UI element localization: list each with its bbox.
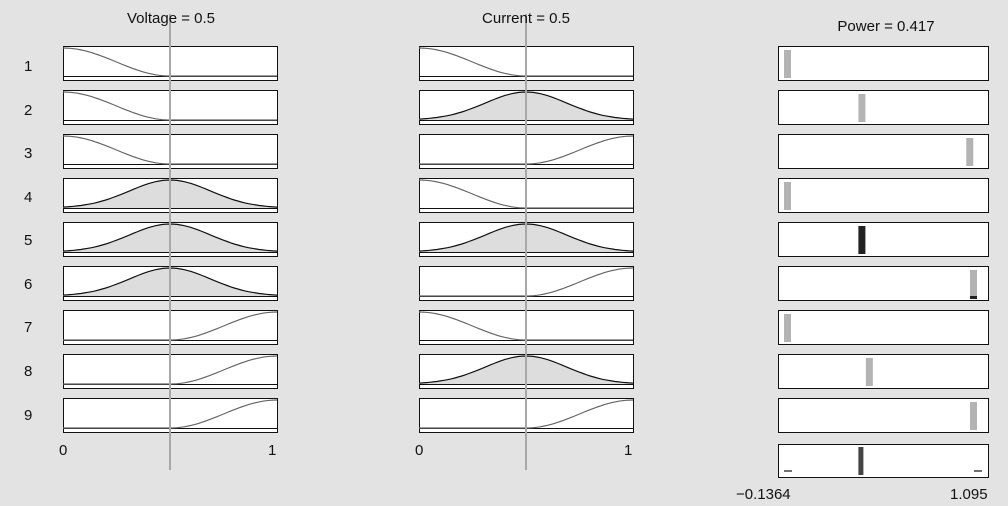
power-rule-4-panel xyxy=(778,178,989,213)
rule-number-3: 3 xyxy=(24,145,33,162)
power-rule-2-panel xyxy=(778,90,989,125)
power-rule-3-output-bar xyxy=(966,138,974,166)
current-axis-max: 1 xyxy=(624,442,633,459)
current-axis-min: 0 xyxy=(415,442,424,459)
power-axis-min: −0.1364 xyxy=(736,486,791,503)
rule-number-7: 7 xyxy=(24,319,33,336)
power-rule-1-output-bar xyxy=(784,50,791,78)
rule-number-9: 9 xyxy=(24,407,33,424)
rule-number-2: 2 xyxy=(24,102,33,119)
power-rule-4-output-bar xyxy=(784,182,791,210)
rule-number-5: 5 xyxy=(24,232,33,249)
power-rule-3-panel xyxy=(778,134,989,169)
power-rule-6-output-bar-base xyxy=(970,296,977,299)
power-rule-8-panel xyxy=(778,354,989,389)
voltage-axis-min: 0 xyxy=(59,442,68,459)
power-rule-9-output-bar xyxy=(970,402,977,430)
power-rule-9-panel xyxy=(778,398,989,433)
power-rule-5-output-bar xyxy=(858,226,866,254)
power-rule-6-panel xyxy=(778,266,989,301)
power-rule-7-panel xyxy=(778,310,989,345)
rule-number-8: 8 xyxy=(24,363,33,380)
power-rule-6-output-bar xyxy=(970,270,977,298)
current-column-title: Current = 0.5 xyxy=(482,10,570,27)
voltage-axis-max: 1 xyxy=(268,442,277,459)
power-rule-1-panel xyxy=(778,46,989,81)
power-rule-8-output-bar xyxy=(865,358,873,386)
rule-number-1: 1 xyxy=(24,58,33,75)
power-aggregate-output-line xyxy=(858,447,864,475)
power-rule-7-output-bar xyxy=(784,314,791,342)
power-aggregate-panel xyxy=(778,444,989,478)
power-column-title: Power = 0.417 xyxy=(837,18,935,35)
voltage-column-title: Voltage = 0.5 xyxy=(127,10,215,27)
rule-number-4: 4 xyxy=(24,189,33,206)
power-rule-5-panel xyxy=(778,222,989,257)
rule-number-6: 6 xyxy=(24,276,33,293)
power-rule-2-output-bar xyxy=(858,94,866,122)
power-axis-max: 1.095 xyxy=(950,486,988,503)
